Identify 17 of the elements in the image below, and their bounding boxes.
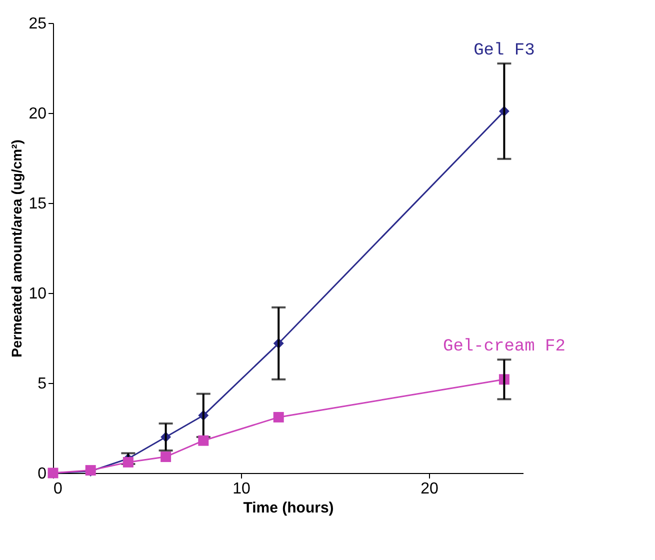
y-tick-label: 25 xyxy=(28,16,47,32)
point xyxy=(122,456,134,468)
y-tick-label: 15 xyxy=(28,196,47,212)
y-tick-label: 0 xyxy=(38,466,47,482)
y-tick-label: 10 xyxy=(28,286,47,302)
point xyxy=(273,412,284,422)
y-tick-label: 20 xyxy=(28,106,47,122)
series-label: Gel-cream F2 xyxy=(442,338,566,357)
point xyxy=(198,435,209,446)
point xyxy=(160,452,172,462)
x-tick-label: 0 xyxy=(54,480,62,498)
text: Gel F3 xyxy=(474,42,535,60)
y-tick-label: 5 xyxy=(38,376,47,392)
x-tick-label: 10 xyxy=(232,480,250,498)
y-axis-title: Permeated amount/area (ug/cm²) xyxy=(8,140,25,358)
x-tick-label: 20 xyxy=(420,480,438,498)
x-axis-title: Time (hours) xyxy=(243,500,334,516)
